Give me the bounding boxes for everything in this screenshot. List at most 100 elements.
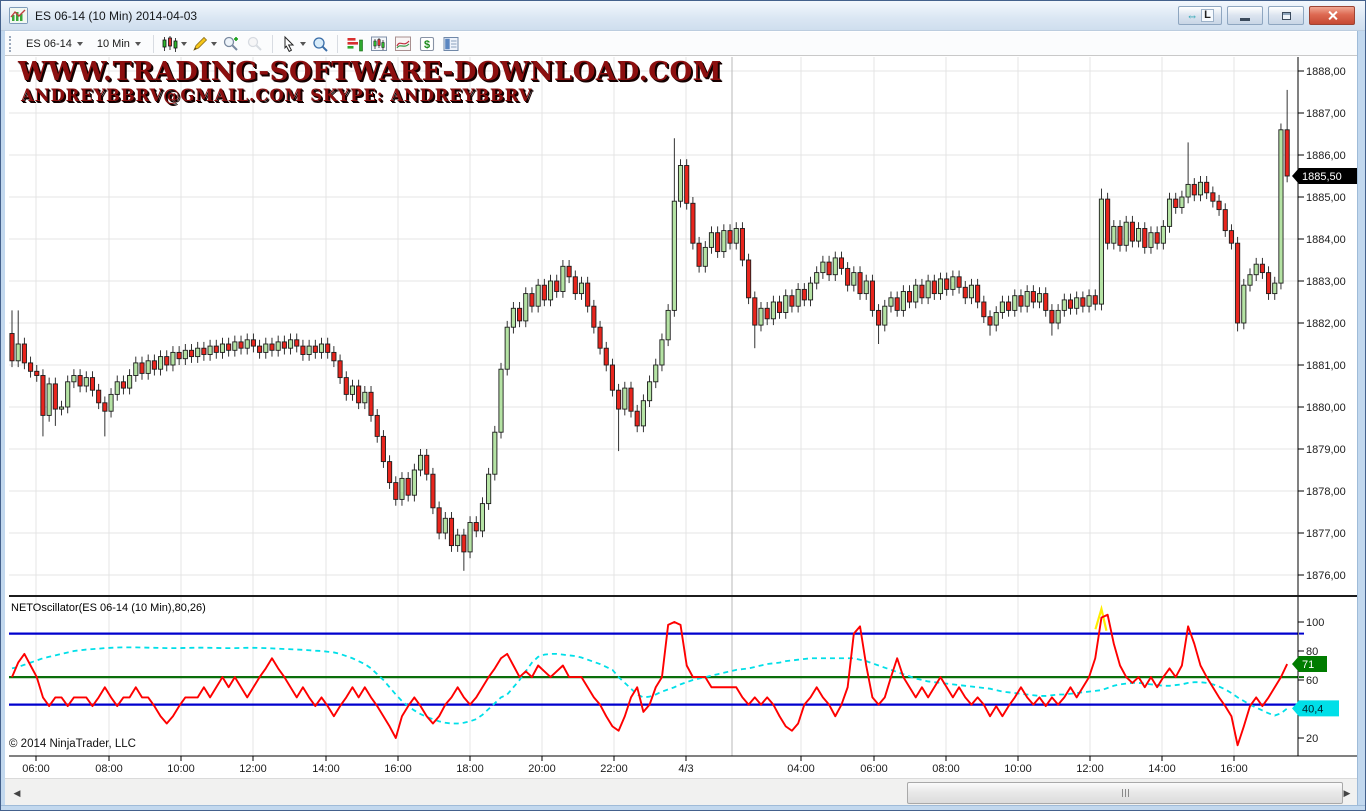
svg-text:1885,50: 1885,50: [1302, 171, 1342, 183]
time-axis-label: 4/3: [678, 763, 693, 775]
signal-value-badge: 40,4: [1292, 700, 1339, 717]
window-border-bottom: [1, 805, 1365, 810]
cursor-tool-button[interactable]: [278, 34, 308, 54]
svg-text:$: $: [424, 38, 430, 50]
time-axis-label: 08:00: [95, 763, 123, 775]
oscillator-signal-line: [11, 646, 1288, 725]
gridlines: [9, 57, 1298, 756]
window-border-right: [1357, 31, 1365, 805]
time-axis-label: 20:00: [528, 763, 556, 775]
chart-canvas[interactable]: 1888,00 1887,00 1886,00 1885,00 1884,00 1883,…: [9, 57, 1357, 778]
price-axis-label: 1884,00: [1306, 234, 1346, 246]
price-axis-label: 1878,00: [1306, 486, 1346, 498]
time-axis-label: 14:00: [1148, 763, 1176, 775]
toolbar-separator: [336, 34, 338, 53]
price-axis-label: 1877,00: [1306, 528, 1346, 540]
time-axis-label: 06:00: [860, 763, 888, 775]
toolbar-separator: [152, 34, 154, 53]
restore-icon: [1281, 11, 1291, 20]
chevron-down-icon: [76, 41, 83, 46]
price-axis-label: 1876,00: [1306, 570, 1346, 582]
window-controls: ⇔ L: [1178, 6, 1355, 25]
price-axis-label: 1887,00: [1306, 108, 1346, 120]
market-depth-button[interactable]: [343, 34, 367, 54]
oscillator-levels: [9, 632, 1298, 706]
restore-button[interactable]: [1268, 6, 1304, 25]
price-axis-label: 1886,00: [1306, 150, 1346, 162]
scroll-right-arrow-icon[interactable]: ▶: [1343, 788, 1351, 798]
price-axis-label: 1881,00: [1306, 360, 1346, 372]
price-axis-label: 1882,00: [1306, 318, 1346, 330]
chevron-down-icon: [180, 41, 187, 46]
time-axis-label: 04:00: [787, 763, 815, 775]
chart-icon: [9, 7, 28, 24]
price-axis-label: 1885,00: [1306, 192, 1346, 204]
toolbar-grip[interactable]: [9, 35, 13, 52]
interval-selector[interactable]: 10 Min: [90, 35, 148, 53]
time-axis-label: 18:00: [456, 763, 484, 775]
drawing-tools-button[interactable]: [189, 34, 219, 54]
properties-button[interactable]: [439, 34, 463, 54]
zoom-in-button[interactable]: [219, 34, 243, 54]
price-axis-label: 1880,00: [1306, 402, 1346, 414]
market-depth-icon: [347, 37, 363, 51]
chart-style-button[interactable]: [159, 34, 189, 54]
chart-trader-button[interactable]: [367, 34, 391, 54]
properties-icon: [443, 36, 459, 51]
axes: 1888,00 1887,00 1886,00 1885,00 1884,00 1883,…: [9, 57, 1357, 775]
zoom-out-icon: [247, 36, 262, 51]
close-icon: [1327, 10, 1338, 21]
oscillator-axis-label: 20: [1306, 733, 1318, 745]
time-axis-label: 10:00: [167, 763, 195, 775]
price-axis-label: 1888,00: [1306, 66, 1346, 78]
svg-text:71: 71: [1302, 659, 1314, 671]
chevron-down-icon: [299, 41, 306, 46]
time-axis-label: 12:00: [239, 763, 267, 775]
scrollbar-thumb[interactable]: [907, 782, 1343, 804]
search-icon: [313, 36, 328, 52]
horizontal-scrollbar[interactable]: ◀ ▶: [5, 778, 1359, 807]
toolbar-separator: [271, 34, 273, 53]
minimize-icon: [1240, 18, 1250, 21]
time-axis-label: 08:00: [932, 763, 960, 775]
oscillator-axis-label: 60: [1306, 675, 1318, 687]
interval-label: 10 Min: [96, 37, 130, 50]
time-axis-label: 10:00: [1004, 763, 1032, 775]
instrument-label: ES 06-14: [26, 37, 72, 50]
price-axis-label: 1879,00: [1306, 444, 1346, 456]
oscillator-line: [11, 613, 1288, 747]
instrument-link-button[interactable]: ⇔ L: [1178, 6, 1222, 25]
close-button[interactable]: [1309, 6, 1355, 25]
oscillator-value-badge: 71: [1292, 656, 1327, 673]
dollar-icon: $: [419, 36, 434, 51]
spike-marker: [1094, 604, 1108, 631]
data-box-button[interactable]: [308, 34, 332, 54]
account-performance-button[interactable]: $: [415, 34, 439, 54]
oscillator-axis-label: 80: [1306, 646, 1318, 658]
zoom-out-button[interactable]: [243, 34, 267, 54]
scroll-left-arrow-icon[interactable]: ◀: [13, 788, 21, 798]
chart-window-icon: [370, 36, 387, 51]
indicator-label: NETOscillator(ES 06-14 (10 Min),80,26): [11, 602, 206, 614]
minimize-button[interactable]: [1227, 6, 1263, 25]
link-letter: L: [1201, 9, 1214, 22]
window-title: ES 06-14 (10 Min) 2014-04-03: [35, 9, 198, 23]
titlebar[interactable]: ES 06-14 (10 Min) 2014-04-03 ⇔ L: [1, 1, 1365, 31]
time-axis-label: 16:00: [1220, 763, 1248, 775]
last-price-badge: 1885,50: [1292, 168, 1357, 184]
candlestick-style-icon: [162, 35, 178, 52]
price-axis-label: 1883,00: [1306, 276, 1346, 288]
zoom-in-icon: [223, 36, 238, 51]
candlesticks: [9, 89, 1290, 571]
toolbar: ES 06-14 10 Min: [2, 32, 1358, 56]
indicator-wave-icon: [394, 36, 411, 51]
cursor-icon: [284, 35, 295, 52]
indicators-button[interactable]: [391, 34, 415, 54]
time-axis-label: 14:00: [312, 763, 340, 775]
time-axis-label: 16:00: [384, 763, 412, 775]
oscillator-series: [11, 604, 1288, 747]
instrument-selector[interactable]: ES 06-14: [19, 35, 90, 53]
time-axis-label: 22:00: [600, 763, 628, 775]
link-arrows-icon: ⇔: [1186, 8, 1199, 23]
